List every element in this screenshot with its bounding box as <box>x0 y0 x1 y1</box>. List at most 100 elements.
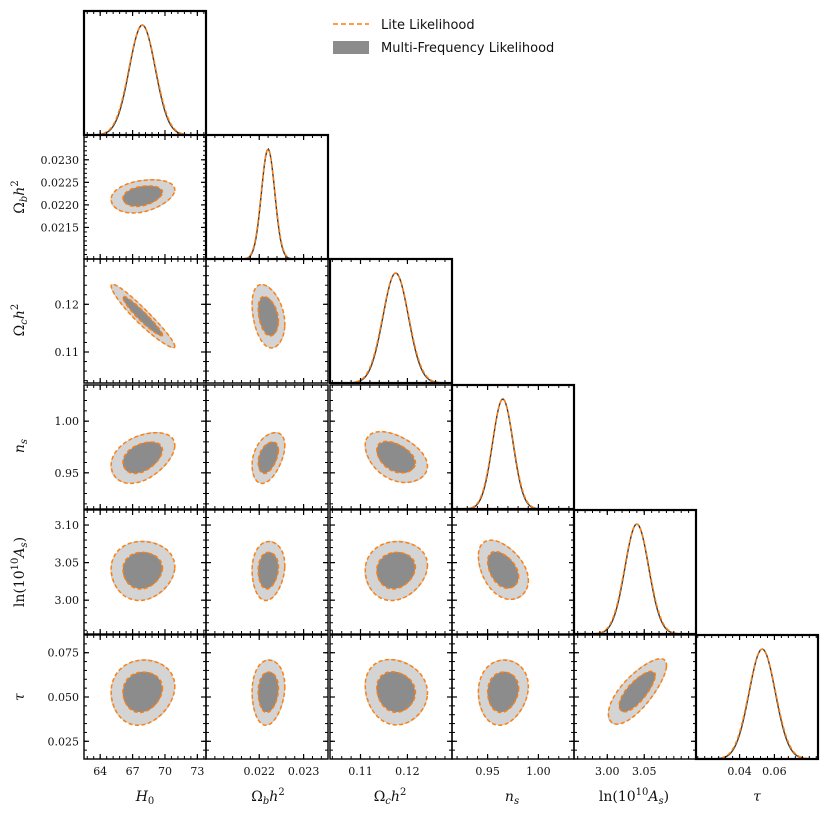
y-label-tau: τ <box>12 693 28 701</box>
y-tick-label-ombh2: 0.0215 <box>41 221 80 234</box>
corner-panels: 0.0215 0.0220 0.0225 0.0230 0.11 0.12 0.95 1.00… <box>41 9 820 778</box>
panel-ticks <box>330 509 452 634</box>
x-label-ombh2: Ωbh2 <box>251 787 284 807</box>
panel-ticks <box>574 634 697 760</box>
y-label-omch2: Ωch2 <box>10 304 30 337</box>
x-tick-label-omch2: 0.12 <box>395 765 420 778</box>
contour-lite-2sigma <box>251 659 286 727</box>
pdf-lite-ombh2 <box>206 147 328 259</box>
panel-ticks <box>214 135 322 259</box>
panel-ombh2-ombh2 <box>204 133 330 261</box>
pdf-lite-H0 <box>84 24 206 135</box>
panel-frame <box>328 257 454 385</box>
panel-tau-logA <box>573 634 697 760</box>
panel-logA-ombh2 <box>205 509 329 635</box>
panel-omch2-ombh2 <box>205 258 329 384</box>
pdf-lite-omch2 <box>330 272 452 383</box>
panel-ticks <box>206 509 328 634</box>
panel-ticks <box>86 11 205 135</box>
contour-lite-1sigma <box>486 671 520 714</box>
contour-lite-1sigma <box>376 671 417 714</box>
panel-frame <box>82 9 208 137</box>
panel-logA-ns <box>451 509 575 635</box>
panel-tau-tau <box>694 633 820 761</box>
x-label-H0: H0 <box>135 789 155 807</box>
x-tick-label-H0: 70 <box>158 765 172 778</box>
y-label-ns: ns <box>12 439 30 453</box>
contour-lite-1sigma <box>122 671 164 714</box>
y-tick-label-ns: 0.95 <box>55 467 80 480</box>
panel-ticks <box>330 385 452 509</box>
y-tick-label-omch2: 0.11 <box>55 346 80 359</box>
x-tick-label-ns: 0.95 <box>475 765 500 778</box>
legend-multi-label: Multi-Frequency Likelihood <box>381 41 554 56</box>
panel-ns-ombh2 <box>205 384 329 510</box>
contour-multi-1sigma <box>618 671 655 712</box>
contour-multi-1sigma <box>258 296 279 336</box>
contour-lite-2sigma <box>251 540 286 602</box>
panel-frame <box>450 383 576 511</box>
panel-tau-ns <box>451 634 575 760</box>
y-tick-label-tau: 0.025 <box>48 735 80 748</box>
panel-ticks <box>84 259 206 383</box>
y-label-ombh2: Ωbh2 <box>10 180 30 213</box>
legend: Lite Likelihood Multi-Frequency Likeliho… <box>333 18 554 56</box>
y-tick-label-ombh2: 0.0230 <box>41 154 80 167</box>
contour-lite-1sigma <box>122 185 164 208</box>
panel-ticks <box>697 635 817 759</box>
panel-logA-omch2 <box>329 509 453 635</box>
contour-lite-1sigma <box>376 551 417 590</box>
legend-lite-label: Lite Likelihood <box>381 18 475 33</box>
y-tick-label-logA: 3.10 <box>55 519 80 532</box>
contour-lite-2sigma <box>364 430 429 484</box>
panel-omch2-omch2 <box>328 257 454 385</box>
panel-ticks <box>84 385 206 509</box>
y-label-logA: ln(1010As) <box>10 537 30 607</box>
contour-lite-1sigma <box>376 440 417 474</box>
contour-multi-1sigma <box>376 441 416 473</box>
contour-lite-1sigma <box>257 551 280 590</box>
panel-frame <box>694 633 820 761</box>
y-tick-label-logA: 3.05 <box>55 557 80 570</box>
panel-ticks <box>330 634 452 760</box>
y-tick-label-tau: 0.075 <box>48 647 80 660</box>
x-axis-labels: H0 Ωbh2 Ωch2 ns ln(1010As) τ <box>135 787 761 807</box>
contour-multi-1sigma <box>487 671 519 713</box>
panel-tau-ombh2 <box>205 634 329 760</box>
y-tick-labels: 0.0215 0.0220 0.0225 0.0230 0.11 0.12 0.95 1.00… <box>41 154 80 748</box>
contour-multi-1sigma <box>376 671 416 712</box>
contour-lite-1sigma <box>486 550 520 589</box>
panel-ns-H0 <box>83 384 207 510</box>
pdf-multi-logA <box>574 523 696 634</box>
x-label-logA: ln(1010As) <box>599 787 669 807</box>
x-tick-label-tau: 0.04 <box>727 765 752 778</box>
panel-ticks <box>456 385 570 509</box>
x-tick-label-H0: 73 <box>190 765 204 778</box>
x-label-ns: ns <box>505 789 519 807</box>
pdf-lite-logA <box>574 523 696 634</box>
y-tick-label-ns: 1.00 <box>55 415 80 428</box>
y-tick-label-omch2: 0.12 <box>55 298 80 311</box>
contour-multi-1sigma <box>376 552 416 589</box>
contour-multi-1sigma <box>258 552 279 589</box>
panel-ns-omch2 <box>329 384 453 510</box>
panel-ticks <box>206 385 328 509</box>
y-tick-label-ombh2: 0.0220 <box>41 199 80 212</box>
x-label-tau: τ <box>753 789 761 805</box>
pdf-multi-ns <box>452 398 574 509</box>
pdf-lite-ns <box>452 398 574 509</box>
contour-lite-2sigma <box>251 431 286 485</box>
contour-multi-1sigma <box>122 185 163 207</box>
panel-ombh2-H0 <box>83 134 207 260</box>
contour-lite-2sigma <box>477 539 530 601</box>
panel-frame <box>572 508 698 636</box>
contour-multi-1sigma <box>258 671 279 713</box>
contour-multi-1sigma <box>487 551 519 589</box>
x-tick-label-ns: 1.00 <box>526 765 551 778</box>
panel-frame <box>205 509 329 635</box>
panel-frame <box>205 258 329 384</box>
contour-lite-1sigma <box>257 441 280 475</box>
panel-logA-logA <box>572 508 698 636</box>
contour-lite-2sigma <box>364 540 429 602</box>
